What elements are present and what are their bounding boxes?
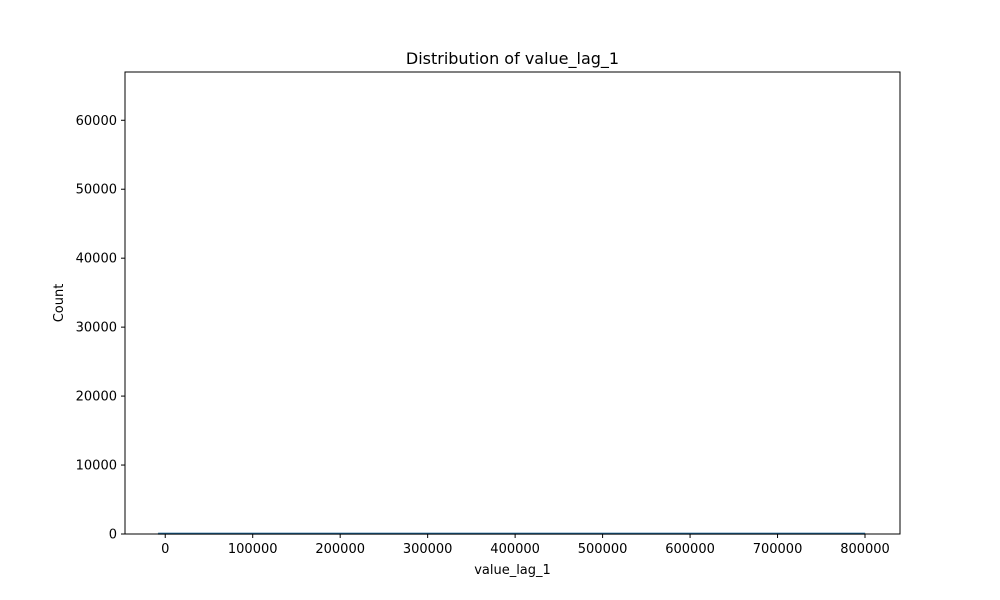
- x-tick-label-2: 200000: [315, 542, 365, 557]
- y-tick-label-5: 50000: [76, 183, 117, 198]
- x-tick-label-8: 800000: [840, 542, 890, 557]
- x-tick-label-0: 0: [161, 542, 169, 557]
- y-tick-label-3: 30000: [76, 321, 117, 336]
- y-axis-ticks: 0 10000 20000 30000 40000 50000 60000: [76, 114, 125, 543]
- y-tick-label-4: 40000: [76, 252, 117, 267]
- y-tick-label-6: 60000: [76, 114, 117, 129]
- chart-title: Distribution of value_lag_1: [406, 49, 619, 69]
- x-axis-label: value_lag_1: [474, 563, 551, 578]
- x-tick-label-6: 600000: [665, 542, 715, 557]
- x-tick-label-4: 400000: [490, 542, 540, 557]
- y-tick-label-1: 10000: [76, 459, 117, 474]
- x-tick-label-7: 700000: [753, 542, 803, 557]
- x-axis-ticks: 0 100000 200000 300000 400000 500000 600000 700…: [161, 534, 890, 557]
- y-tick-label-0: 0: [109, 528, 117, 543]
- x-tick-label-3: 300000: [403, 542, 453, 557]
- y-axis-label: Count: [52, 284, 67, 323]
- y-tick-label-2: 20000: [76, 390, 117, 405]
- x-tick-label-5: 500000: [578, 542, 628, 557]
- x-tick-label-1: 100000: [228, 542, 278, 557]
- plot-frame: [124, 71, 901, 535]
